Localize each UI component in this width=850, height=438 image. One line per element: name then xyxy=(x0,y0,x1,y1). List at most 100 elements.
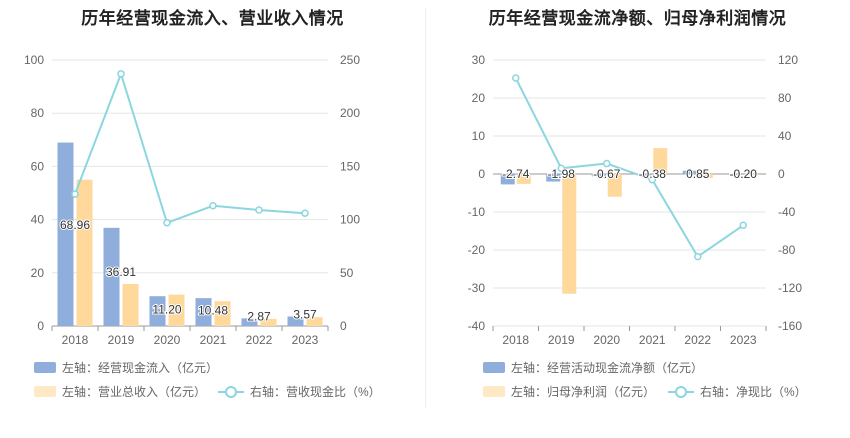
y-left-tick-label: 20 xyxy=(31,266,45,280)
data-label: 2.87 xyxy=(247,309,271,323)
x-tick-label: 2022 xyxy=(684,333,711,347)
bar-primary xyxy=(103,227,120,326)
x-tick-label: 2020 xyxy=(593,333,620,347)
y-left-tick-label: 80 xyxy=(31,106,45,120)
bar-secondary xyxy=(306,317,323,326)
legend-label: 左轴：经营现金流入（亿元） xyxy=(62,361,219,375)
ratio-point xyxy=(648,175,656,184)
right-chart-panel: 历年经营现金流净额、归母净利润情况 -40 -30 -20 -10 0 10 20 30 -16… xyxy=(425,0,850,438)
ratio-point xyxy=(163,219,171,227)
data-label: -2.74 xyxy=(502,167,530,181)
legend-label: 右轴：营收现金比（%） xyxy=(250,385,381,399)
x-tick-label: 2018 xyxy=(62,333,89,347)
right-legend-item-1[interactable]: 左轴：经营活动现金流净额（亿元） xyxy=(483,359,703,376)
left-chart-plot: 0 20 40 60 80 100 0 50 100 150 200 250 2018 2019 2020 2… xyxy=(24,53,360,347)
left-chart-panel: 历年经营现金流入、营业收入情况 0 20 40 60 80 100 0 50 100 150 200… xyxy=(24,9,381,400)
bar-secondary xyxy=(168,294,185,326)
left-legend-item-3[interactable]: 右轴：营收现金比（%） xyxy=(218,383,381,400)
y-left-tick-label: -20 xyxy=(468,243,486,257)
x-tick-label: 2021 xyxy=(639,333,666,347)
bar-secondary xyxy=(562,174,577,294)
bar-secondary xyxy=(516,174,531,184)
bar-secondary xyxy=(744,174,759,176)
legend-label: 左轴：归母净利润（亿元） xyxy=(511,385,656,399)
y-left-tick-label: 0 xyxy=(478,167,485,181)
left-chart-title: 历年经营现金流入、营业收入情况 xyxy=(81,9,344,29)
y-right-tick-label: 100 xyxy=(340,213,360,227)
legend-bar-swatch xyxy=(483,362,505,373)
y-right-tick-label: -120 xyxy=(778,281,802,295)
ratio-line xyxy=(74,70,306,225)
data-label: -1.98 xyxy=(548,167,576,181)
y-right-tick-label: -40 xyxy=(778,205,796,219)
legend-bar-swatch xyxy=(34,362,56,373)
y-left-tick-label: 0 xyxy=(37,319,44,333)
y-right-tick-label: -80 xyxy=(778,243,796,257)
data-label: 36.91 xyxy=(106,265,136,279)
ratio-point xyxy=(694,252,702,261)
y-right-tick-label: 80 xyxy=(778,91,792,105)
data-label: -0.38 xyxy=(639,167,667,181)
y-right-tick-label: 40 xyxy=(778,129,792,143)
ratio-point xyxy=(603,159,611,168)
y-right-tick-label: 0 xyxy=(778,167,785,181)
y-left-tick-label: -40 xyxy=(468,319,486,333)
legend-bar-swatch xyxy=(34,386,56,397)
y-right-tick-label: 50 xyxy=(340,266,354,280)
y-left-tick-label: 30 xyxy=(472,53,486,67)
y-right-tick-label: 0 xyxy=(340,319,347,333)
x-tick-label: 2019 xyxy=(108,333,135,347)
x-tick-label: 2019 xyxy=(548,333,575,347)
bar-primary xyxy=(149,296,166,326)
x-tick-label: 2021 xyxy=(200,333,227,347)
x-tick-label: 2020 xyxy=(154,333,181,347)
bar-secondary xyxy=(122,283,139,326)
ratio-point xyxy=(557,164,565,173)
x-tick-label: 2023 xyxy=(730,333,757,347)
y-left-tick-label: 60 xyxy=(31,159,45,173)
data-label: -0.67 xyxy=(593,167,621,181)
legend-label: 左轴：经营活动现金流净额（亿元） xyxy=(511,361,704,375)
bar-secondary xyxy=(607,174,622,197)
data-label: -0.20 xyxy=(730,167,758,181)
x-tick-label: 2023 xyxy=(292,333,319,347)
ratio-point xyxy=(512,74,520,82)
legend-line-swatch xyxy=(218,385,244,398)
bar-primary xyxy=(500,174,515,185)
y-right-tick-label: 150 xyxy=(340,159,360,173)
data-label: 68.96 xyxy=(60,218,90,232)
data-label: 11.20 xyxy=(152,303,181,317)
right-chart-plot: -40 -30 -20 -10 0 10 20 30 -160 -120 -80 -40 0 40 80 12… xyxy=(468,53,803,347)
left-legend-item-1[interactable]: 左轴：经营现金流入（亿元） xyxy=(34,359,218,376)
y-right-tick-label: 250 xyxy=(340,53,360,67)
ratio-point xyxy=(71,190,79,198)
y-left-tick-label: -30 xyxy=(468,281,486,295)
data-label: 0.85 xyxy=(686,167,710,181)
bar-secondary xyxy=(260,318,277,326)
y-right-tick-label: 120 xyxy=(778,53,798,67)
bar-primary xyxy=(287,316,304,326)
left-legend-item-2[interactable]: 左轴：营业总收入（亿元） xyxy=(34,383,206,400)
right-legend-item-3[interactable]: 右轴：净现比（%） xyxy=(668,383,807,400)
bar-primary xyxy=(682,170,697,174)
bar-primary xyxy=(637,174,652,176)
legend-line-swatch xyxy=(668,385,694,398)
right-legend-item-2[interactable]: 左轴：归母净利润（亿元） xyxy=(483,383,655,400)
ratio-point xyxy=(739,221,747,230)
bar-primary xyxy=(241,318,258,326)
bar-secondary xyxy=(653,148,668,174)
ratio-point xyxy=(301,209,309,217)
right-chart-title: 历年经营现金流净额、归母净利润情况 xyxy=(488,9,787,29)
bar-secondary xyxy=(698,174,713,178)
bar-secondary xyxy=(214,301,231,326)
data-label: 3.57 xyxy=(293,308,317,322)
x-tick-label: 2018 xyxy=(502,333,529,347)
y-left-tick-label: 10 xyxy=(472,129,486,143)
y-left-tick-label: 20 xyxy=(472,91,486,105)
x-tick-label: 2022 xyxy=(246,333,273,347)
y-right-tick-label: -160 xyxy=(778,319,802,333)
bar-primary xyxy=(546,174,561,182)
y-left-tick-label: 100 xyxy=(24,53,44,67)
y-left-tick-label: 40 xyxy=(31,213,45,227)
bar-primary xyxy=(195,298,212,326)
